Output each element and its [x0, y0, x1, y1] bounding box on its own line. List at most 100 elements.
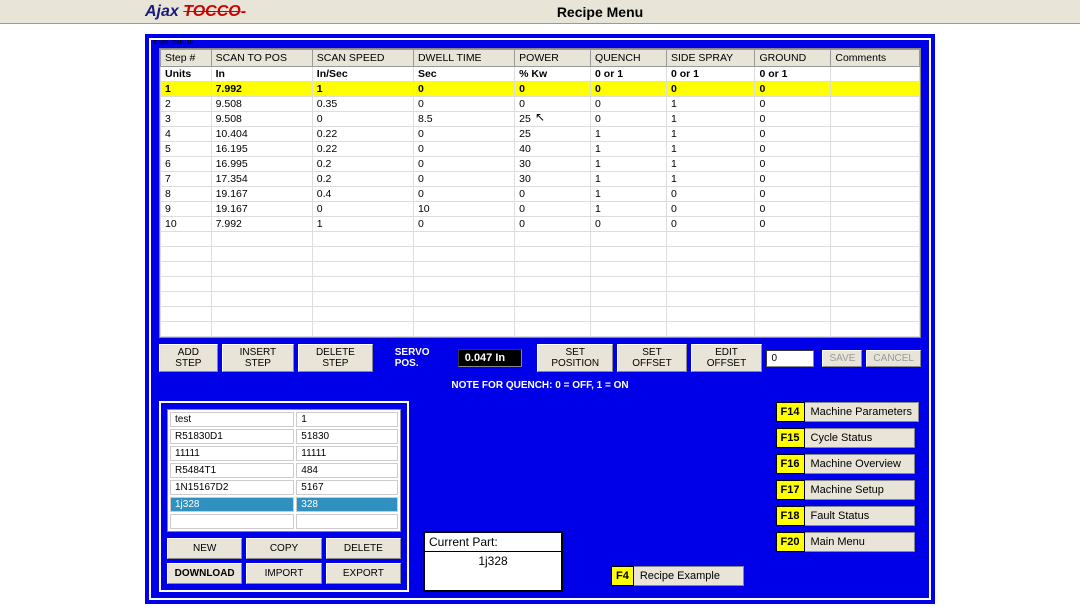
- table-cell[interactable]: 0: [755, 187, 831, 202]
- table-cell[interactable]: [666, 262, 755, 277]
- table-cell[interactable]: 1: [666, 127, 755, 142]
- recipe-row[interactable]: 1N15167D25167: [170, 480, 398, 495]
- table-cell[interactable]: 1: [666, 142, 755, 157]
- offset-input[interactable]: [766, 350, 814, 367]
- recipe-cell[interactable]: 5167: [296, 480, 398, 495]
- table-cell[interactable]: 16.995: [211, 157, 312, 172]
- table-cell[interactable]: 6: [161, 157, 212, 172]
- table-cell[interactable]: 10.404: [211, 127, 312, 142]
- table-cell[interactable]: [831, 172, 920, 187]
- table-row[interactable]: 29.5080.3500010: [161, 97, 920, 112]
- table-cell[interactable]: [413, 232, 514, 247]
- table-cell[interactable]: [755, 247, 831, 262]
- table-cell[interactable]: [755, 322, 831, 337]
- table-cell[interactable]: 0.2: [312, 157, 413, 172]
- table-cell[interactable]: [211, 247, 312, 262]
- table-cell[interactable]: 1: [591, 172, 667, 187]
- cancel-button[interactable]: CANCEL: [866, 350, 921, 367]
- table-row-empty[interactable]: [161, 322, 920, 337]
- table-cell[interactable]: 0: [413, 82, 514, 97]
- side-menu-item[interactable]: F17Machine Setup: [776, 480, 919, 500]
- table-cell[interactable]: [211, 262, 312, 277]
- table-cell[interactable]: 0: [755, 157, 831, 172]
- delete-step-button[interactable]: DELETE STEP: [298, 344, 373, 372]
- table-cell[interactable]: [831, 262, 920, 277]
- table-cell[interactable]: [831, 232, 920, 247]
- table-cell[interactable]: [211, 277, 312, 292]
- save-button[interactable]: SAVE: [822, 350, 862, 367]
- table-cell[interactable]: [312, 247, 413, 262]
- table-row[interactable]: 919.1670100100: [161, 202, 920, 217]
- side-menu-item[interactable]: F18Fault Status: [776, 506, 919, 526]
- table-cell[interactable]: 0: [591, 112, 667, 127]
- table-cell[interactable]: 1: [312, 217, 413, 232]
- table-cell[interactable]: 0: [755, 82, 831, 97]
- table-cell[interactable]: 7.992: [211, 82, 312, 97]
- table-cell[interactable]: [831, 142, 920, 157]
- table-cell[interactable]: [161, 322, 212, 337]
- export-button[interactable]: EXPORT: [326, 563, 401, 584]
- table-cell[interactable]: [755, 232, 831, 247]
- table-cell[interactable]: 0: [666, 217, 755, 232]
- table-cell[interactable]: 8: [161, 187, 212, 202]
- table-cell[interactable]: 2: [161, 97, 212, 112]
- table-cell[interactable]: 0: [413, 157, 514, 172]
- recipe-row[interactable]: 1111111111: [170, 446, 398, 461]
- table-cell[interactable]: 1: [666, 157, 755, 172]
- copy-button[interactable]: COPY: [246, 538, 321, 559]
- table-cell[interactable]: [413, 247, 514, 262]
- table-cell[interactable]: [831, 247, 920, 262]
- table-cell[interactable]: 17.354: [211, 172, 312, 187]
- table-cell[interactable]: 1: [666, 112, 755, 127]
- table-cell[interactable]: 0: [755, 202, 831, 217]
- table-cell[interactable]: [666, 322, 755, 337]
- table-cell[interactable]: 0.4: [312, 187, 413, 202]
- table-cell[interactable]: [312, 322, 413, 337]
- table-cell[interactable]: 0: [413, 127, 514, 142]
- table-cell[interactable]: [755, 307, 831, 322]
- table-cell[interactable]: [413, 262, 514, 277]
- steps-header-cell[interactable]: QUENCH: [591, 50, 667, 67]
- set-offset-button[interactable]: SET OFFSET: [617, 344, 686, 372]
- recipe-cell[interactable]: 328: [296, 497, 398, 512]
- table-row-empty[interactable]: [161, 262, 920, 277]
- steps-table[interactable]: Step #SCAN TO POSSCAN SPEEDDWELL TIMEPOW…: [160, 49, 920, 337]
- table-cell[interactable]: [413, 277, 514, 292]
- recipe-cell[interactable]: 51830: [296, 429, 398, 444]
- table-cell[interactable]: 10: [413, 202, 514, 217]
- side-menu-item[interactable]: F15Cycle Status: [776, 428, 919, 448]
- table-cell[interactable]: [831, 307, 920, 322]
- table-cell[interactable]: 25: [515, 112, 591, 127]
- table-cell[interactable]: 0: [591, 82, 667, 97]
- insert-step-button[interactable]: INSERT STEP: [222, 344, 294, 372]
- table-cell[interactable]: 1: [591, 127, 667, 142]
- table-cell[interactable]: [831, 202, 920, 217]
- table-cell[interactable]: 0: [666, 202, 755, 217]
- side-menu-item[interactable]: F20Main Menu: [776, 532, 919, 552]
- table-row[interactable]: 616.9950.2030110: [161, 157, 920, 172]
- table-cell[interactable]: 5: [161, 142, 212, 157]
- table-cell[interactable]: 0.22: [312, 142, 413, 157]
- table-cell[interactable]: [591, 277, 667, 292]
- table-cell[interactable]: 0: [413, 97, 514, 112]
- steps-header-cell[interactable]: Step #: [161, 50, 212, 67]
- table-cell[interactable]: 0: [413, 142, 514, 157]
- recipe-row[interactable]: R5484T1484: [170, 463, 398, 478]
- add-step-button[interactable]: ADD STEP: [159, 344, 218, 372]
- table-cell[interactable]: [591, 307, 667, 322]
- table-cell[interactable]: [831, 322, 920, 337]
- table-row-empty[interactable]: [161, 307, 920, 322]
- recipe-row[interactable]: 1j328328: [170, 497, 398, 512]
- table-cell[interactable]: [515, 307, 591, 322]
- table-cell[interactable]: 16.195: [211, 142, 312, 157]
- table-cell[interactable]: [515, 322, 591, 337]
- table-cell[interactable]: [161, 262, 212, 277]
- table-cell[interactable]: [161, 292, 212, 307]
- table-cell[interactable]: [591, 262, 667, 277]
- recipe-cell[interactable]: 11111: [296, 446, 398, 461]
- set-position-button[interactable]: SET POSITION: [537, 344, 613, 372]
- recipe-cell[interactable]: test: [170, 412, 294, 427]
- table-cell[interactable]: [666, 247, 755, 262]
- table-cell[interactable]: 1: [312, 82, 413, 97]
- table-cell[interactable]: [312, 277, 413, 292]
